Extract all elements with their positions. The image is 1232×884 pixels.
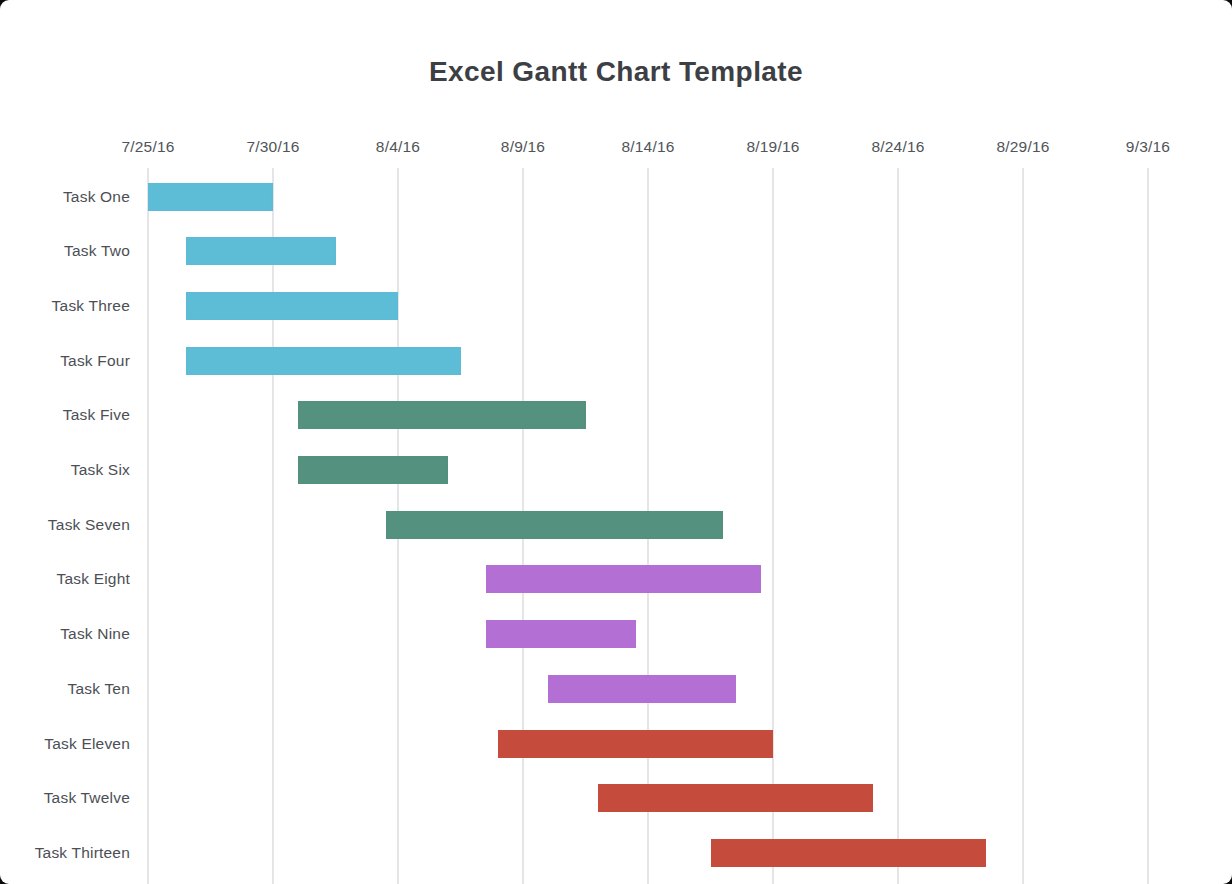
x-axis-tick-label: 8/19/16 xyxy=(746,138,799,156)
task-label: Task Eleven xyxy=(0,734,130,754)
chart-title: Excel Gantt Chart Template xyxy=(0,56,1232,88)
task-bar xyxy=(186,237,336,265)
task-label: Task Five xyxy=(0,405,130,425)
task-label: Task Nine xyxy=(0,624,130,644)
task-bar xyxy=(711,839,986,867)
x-axis-tick-label: 8/14/16 xyxy=(621,138,674,156)
gridline xyxy=(1147,168,1149,884)
gridline xyxy=(1022,168,1024,884)
task-bar xyxy=(186,292,399,320)
task-bar xyxy=(148,183,273,211)
x-axis-tick-label: 9/3/16 xyxy=(1126,138,1170,156)
task-label: Task Ten xyxy=(0,679,130,699)
x-axis-tick-label: 8/24/16 xyxy=(871,138,924,156)
task-label: Task Four xyxy=(0,351,130,371)
task-label: Task Six xyxy=(0,460,130,480)
task-label: Task Thirteen xyxy=(0,843,130,863)
task-bar xyxy=(498,730,773,758)
task-bar xyxy=(298,456,448,484)
task-label: Task Eight xyxy=(0,569,130,589)
task-bar xyxy=(548,675,736,703)
gridline xyxy=(147,168,149,884)
task-bar xyxy=(486,565,761,593)
task-bar xyxy=(386,511,724,539)
gridline xyxy=(272,168,274,884)
task-label: Task One xyxy=(0,187,130,207)
x-axis-tick-label: 7/25/16 xyxy=(121,138,174,156)
task-label: Task Three xyxy=(0,296,130,316)
task-label: Task Seven xyxy=(0,515,130,535)
task-bar xyxy=(598,784,873,812)
x-axis-tick-label: 7/30/16 xyxy=(246,138,299,156)
task-bar xyxy=(298,401,586,429)
task-bar xyxy=(186,347,461,375)
task-bar xyxy=(486,620,636,648)
gantt-chart-card: Excel Gantt Chart Template 7/25/16 7/30/1… xyxy=(0,0,1232,884)
task-label: Task Two xyxy=(0,241,130,261)
gridline xyxy=(772,168,774,884)
gridline xyxy=(897,168,899,884)
x-axis-tick-label: 8/9/16 xyxy=(501,138,545,156)
x-axis-tick-label: 8/4/16 xyxy=(376,138,420,156)
x-axis-tick-label: 8/29/16 xyxy=(996,138,1049,156)
task-label: Task Twelve xyxy=(0,788,130,808)
